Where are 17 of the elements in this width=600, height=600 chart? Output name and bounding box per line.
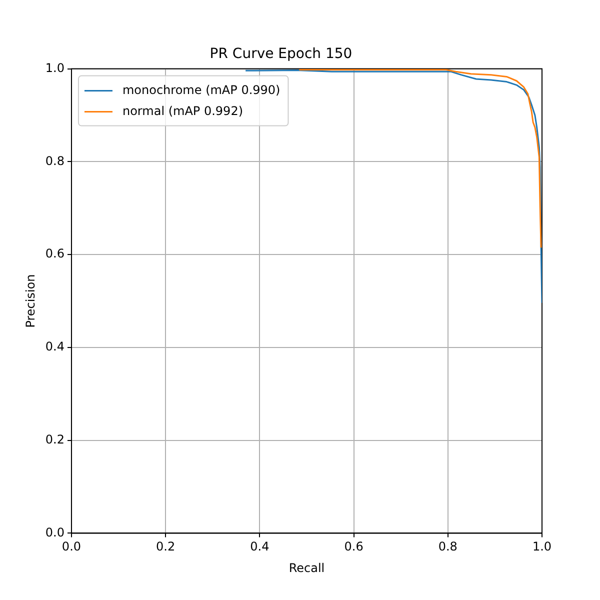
y-tick-label: 0.2 — [45, 432, 64, 446]
x-tick-label: 0.4 — [250, 540, 270, 554]
y-tick-label: 0.8 — [45, 154, 64, 168]
x-tick-label: 0.0 — [62, 540, 82, 554]
y-tick-label: 0.0 — [45, 525, 64, 540]
x-axis-title: Recall — [288, 560, 325, 575]
x-tick-label: 0.6 — [344, 540, 364, 554]
y-axis-title: Precision — [23, 274, 38, 328]
y-tick-label: 0.4 — [45, 340, 64, 354]
x-tick-label: 0.8 — [438, 540, 458, 554]
legend-label: normal (mAP 0.992) — [122, 104, 244, 118]
chart-title: PR Curve Epoch 150 — [210, 46, 352, 62]
x-tick-label: 0.2 — [156, 540, 176, 554]
y-tick-label: 1.0 — [45, 60, 64, 75]
x-tick-label: 1.0 — [532, 540, 552, 554]
y-tick-label: 0.6 — [45, 246, 64, 261]
legend-label: monochrome (mAP 0.990) — [122, 82, 280, 97]
